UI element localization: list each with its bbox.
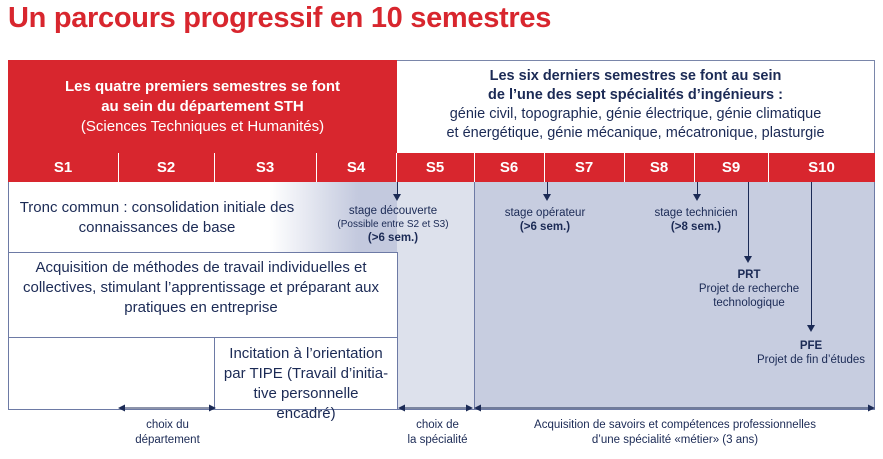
tipe-text: Incitation à l’orientation par TIPE (Tra… [223, 345, 389, 422]
footer-arrows [118, 404, 875, 412]
arrow-left-icon [118, 404, 125, 412]
footer-choix-departement: choix du département [110, 418, 225, 448]
arrow-down-icon [807, 325, 815, 332]
acquisition-line1: Acquisition de savoirs et compétences pr… [534, 419, 816, 431]
footer-choix-specialite: choix de la spécialité [390, 418, 485, 448]
semester-s3: S3 [255, 159, 275, 176]
arrow-down-icon [393, 194, 401, 201]
arrow-stem [697, 182, 698, 196]
specialite-band [474, 182, 875, 410]
arrow-right-icon [466, 404, 473, 412]
stage-decouverte: stage découverte (Possible entre S2 et S… [318, 204, 468, 245]
header-sth-line2: au sein du département STH [101, 98, 304, 115]
semester-s9: S9 [721, 159, 741, 176]
grid-line [214, 337, 215, 410]
header-spec-line1: Les six derniers semestres se font au se… [489, 68, 782, 84]
grid-line [8, 182, 9, 410]
acquisition-line2: d’une spécialité «métier» (3 ans) [591, 434, 759, 446]
arrow-stem [811, 182, 812, 327]
prt-line1: Projet de recherche [698, 283, 800, 295]
grid-line [8, 337, 397, 338]
stage-decouverte-duration: (>6 sem.) [367, 232, 419, 244]
grid-line [8, 409, 875, 410]
header-sth-line1: Les quatre premiers semestres se font [64, 78, 341, 95]
stage-operateur: stage opérateur (>6 sem.) [485, 206, 605, 234]
project-pfe: PFE Projet de fin d’études [744, 339, 878, 367]
header-spec-line4: et énergétique, génie mécanique, mécatro… [446, 125, 825, 141]
semester-s10: S10 [808, 159, 835, 176]
choix-dept-line2: département [135, 434, 200, 446]
choix-dept-line1: choix du [146, 419, 189, 431]
semester-s6: S6 [499, 159, 519, 176]
grid-line [397, 252, 398, 410]
arrow-down-icon [543, 194, 551, 201]
arrow-stem [748, 182, 749, 258]
stage-technicien: stage technicien (>8 sem.) [636, 206, 756, 234]
header-spec-line2: de l’une des sept spécialités d’ingénieu… [488, 87, 783, 103]
semester-s4: S4 [346, 159, 366, 176]
arrow-left-icon [398, 404, 405, 412]
arrow-right-icon [868, 404, 875, 412]
choix-spec-line1: choix de [416, 419, 459, 431]
project-prt: PRT Projet de recherche technologique [688, 268, 810, 310]
arrow-stem [547, 182, 548, 196]
header-specialites: Les six derniers semestres se font au se… [397, 60, 875, 153]
stage-technicien-label: stage technicien [654, 207, 738, 219]
arrow-right-icon [209, 404, 216, 412]
pfe-label: Projet de fin d’études [756, 354, 866, 366]
row-empty-bg [8, 337, 214, 410]
prt-code: PRT [737, 269, 761, 281]
stage-operateur-label: stage opérateur [504, 207, 586, 219]
stage-technicien-duration: (>8 sem.) [670, 221, 722, 233]
arrow-down-icon [693, 194, 701, 201]
grid-line [8, 252, 397, 253]
row-acquisition-bg [8, 252, 397, 337]
header-sth: Les quatre premiers semestres se font au… [8, 60, 397, 153]
grid-line [874, 182, 875, 410]
grid-line [474, 182, 475, 410]
semester-s7: S7 [574, 159, 594, 176]
header-sth-line3: (Sciences Techniques et Humanités) [80, 118, 325, 135]
s5-band [397, 182, 474, 410]
stage-decouverte-label: stage découverte [348, 205, 438, 217]
arrow-stem [397, 182, 398, 196]
pfe-code: PFE [799, 340, 823, 352]
semester-s2: S2 [156, 159, 176, 176]
arrow-left-icon [474, 404, 481, 412]
semester-row: S1 S2 S3 S4 S5 S6 S7 S8 S9 S10 [8, 153, 875, 182]
row-tipe-bg [214, 337, 397, 410]
page-title: Un parcours progressif en 10 semestres [8, 2, 552, 34]
semester-s8: S8 [649, 159, 669, 176]
semester-s5: S5 [425, 159, 445, 176]
arrow-down-icon [744, 256, 752, 263]
prt-line2: technologique [713, 297, 785, 309]
acquisition-methodes-text: Acquisition de méthodes de travail indiv… [22, 259, 380, 316]
stage-decouverte-note: (Possible entre S2 et S3) [337, 219, 449, 230]
footer-acquisition: Acquisition de savoirs et compétences pr… [480, 418, 870, 448]
semester-s1: S1 [53, 159, 73, 176]
choix-spec-line2: la spécialité [407, 434, 468, 446]
tronc-commun-text: Tronc commun : consolidation initiale de… [19, 199, 295, 236]
stage-operateur-duration: (>6 sem.) [519, 221, 571, 233]
header-spec-line3: génie civil, topographie, génie électriq… [449, 106, 822, 122]
